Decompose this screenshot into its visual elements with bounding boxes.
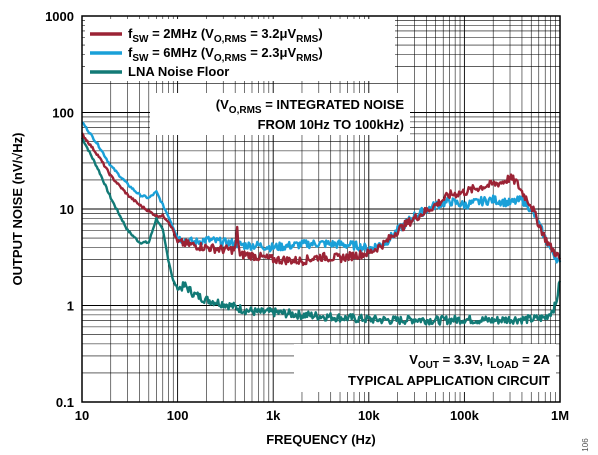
annotation-conditions-background xyxy=(294,344,556,392)
x-tick-label: 100 xyxy=(167,408,189,423)
legend: fSW = 2MHz (VO,RMS = 3.2μVRMS) fSW = 6MH… xyxy=(85,19,395,81)
plot-frame xyxy=(81,15,561,403)
y-tick-label: 10 xyxy=(60,202,74,217)
annotation-integrated-noise: (VO,RMS = INTEGRATED NOISE FROM 10Hz TO … xyxy=(150,93,410,135)
tick-labels: 10 100 1k 10k 100k 1M 1000 100 10 1 0.1 xyxy=(45,9,569,423)
x-tick-label: 100k xyxy=(450,408,480,423)
series-line-lna xyxy=(80,136,562,326)
y-tick-label: 1000 xyxy=(45,9,74,24)
annotation-conditions: VOUT = 3.3V, ILOAD = 2A TYPICAL APPLICAT… xyxy=(294,344,556,392)
series-line-6mhz xyxy=(81,121,562,264)
annotation-integrated-line2: FROM 10Hz TO 100kHz) xyxy=(258,117,404,132)
series-line-2mhz xyxy=(81,132,562,267)
x-tick-label: 1k xyxy=(266,408,281,423)
legend-entry-lna: LNA Noise Floor xyxy=(128,64,229,79)
series-layer xyxy=(80,121,562,326)
x-axis-label: FREQUENCY (Hz) xyxy=(266,432,376,447)
figure-id: 106 xyxy=(581,438,590,452)
annotation-conditions-line1: VOUT = 3.3V, ILOAD = 2A xyxy=(409,352,550,371)
y-tick-label: 0.1 xyxy=(56,395,74,410)
y-tick-label: 100 xyxy=(52,106,74,121)
y-tick-label: 1 xyxy=(67,299,74,314)
y-axis-label: OUTPUT NOISE (nV/√Hz) xyxy=(10,132,25,285)
legend-entry-2mhz: fSW = 2MHz (VO,RMS = 3.2μVRMS) xyxy=(128,26,323,45)
annotation-integrated-line1: (VO,RMS = INTEGRATED NOISE xyxy=(216,97,405,116)
x-tick-label: 10 xyxy=(75,408,89,423)
legend-background xyxy=(85,19,395,81)
x-tick-label: 1M xyxy=(551,408,569,423)
legend-entry-6mhz: fSW = 6MHz (VO,RMS = 2.3μVRMS) xyxy=(128,45,323,64)
annotation-conditions-line2: TYPICAL APPLICATION CIRCUIT xyxy=(348,373,550,388)
annotation-integrated-background xyxy=(150,93,410,135)
x-tick-label: 10k xyxy=(358,408,380,423)
